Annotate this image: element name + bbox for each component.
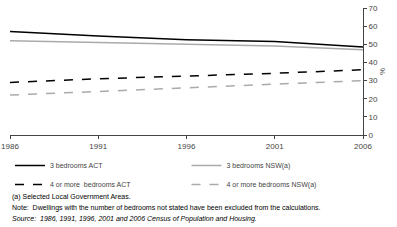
svg-text:3 bedrooms ACT: 3 bedrooms ACT <box>50 162 103 169</box>
svg-text:70: 70 <box>369 4 378 13</box>
svg-text:(a) Selected Local Government: (a) Selected Local Government Areas. <box>12 193 131 201</box>
svg-text:3 bedrooms NSW(a): 3 bedrooms NSW(a) <box>227 162 291 170</box>
svg-text:10: 10 <box>369 113 378 122</box>
svg-text:20: 20 <box>369 95 378 104</box>
svg-text:%: % <box>378 68 387 75</box>
svg-text:2006: 2006 <box>354 142 372 151</box>
svg-text:1996: 1996 <box>178 142 196 151</box>
svg-text:50: 50 <box>369 40 378 49</box>
svg-text:0: 0 <box>369 131 374 140</box>
svg-text:Source: 1986, 1991, 1996, 200: Source: 1986, 1991, 1996, 2001 and 2006 … <box>12 215 257 223</box>
svg-text:1986: 1986 <box>1 142 19 151</box>
svg-text:Note: Dwellings with the numb: Note: Dwellings with the number of bedro… <box>12 204 321 212</box>
svg-text:60: 60 <box>369 22 378 31</box>
svg-text:4 or more bedrooms NSW(a): 4 or more bedrooms NSW(a) <box>227 181 317 189</box>
svg-text:1991: 1991 <box>89 142 107 151</box>
svg-text:4 or more bedrooms ACT: 4 or more bedrooms ACT <box>50 181 131 188</box>
svg-text:40: 40 <box>369 58 378 67</box>
svg-text:30: 30 <box>369 76 378 85</box>
svg-text:2001: 2001 <box>266 142 284 151</box>
